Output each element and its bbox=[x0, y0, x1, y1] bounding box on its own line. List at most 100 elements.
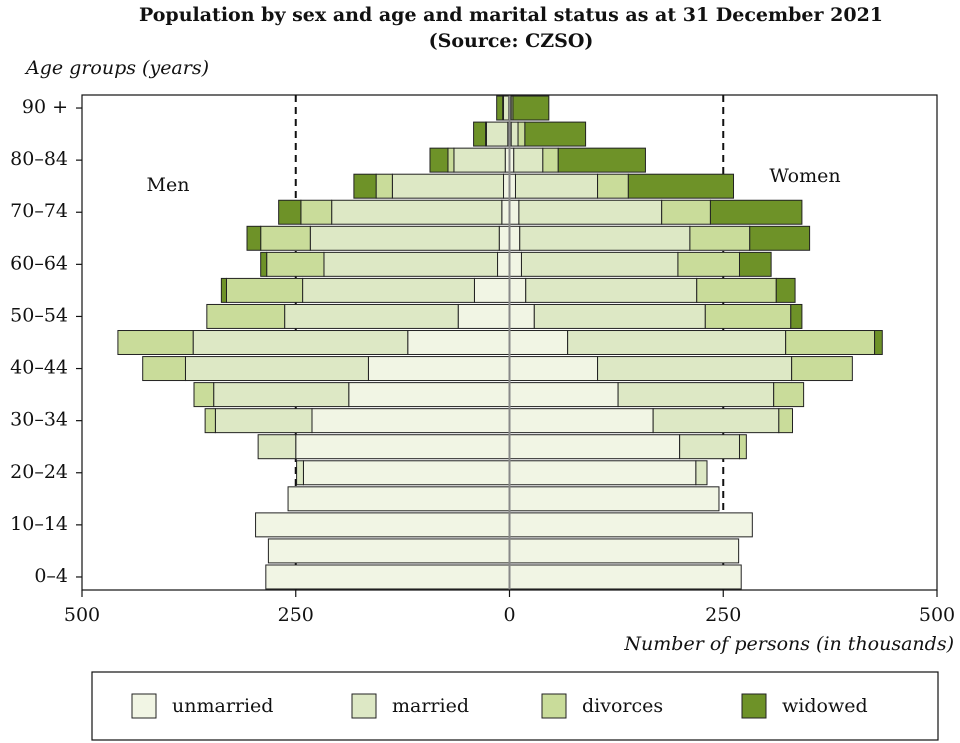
bar-segment bbox=[790, 303, 803, 329]
bar-segment bbox=[695, 460, 708, 486]
bar-segment bbox=[225, 277, 304, 303]
bar-segment bbox=[519, 225, 691, 251]
bar-segment bbox=[348, 382, 511, 408]
bar-segment bbox=[749, 225, 811, 251]
bar-segment bbox=[213, 382, 350, 408]
bar-segment bbox=[689, 225, 751, 251]
bar-segment bbox=[520, 251, 679, 277]
bar-segment bbox=[738, 434, 747, 460]
bar-segment bbox=[509, 564, 742, 590]
y-tick-label: 50–54 bbox=[10, 304, 68, 326]
bar-segment bbox=[738, 251, 772, 277]
bar-segment bbox=[206, 303, 286, 329]
legend-label: widowed bbox=[782, 695, 868, 717]
bar-segment bbox=[597, 356, 793, 382]
bar-segment bbox=[457, 303, 511, 329]
bar-segment bbox=[204, 408, 216, 434]
legend-swatch bbox=[351, 693, 377, 719]
bar-segment bbox=[296, 460, 304, 486]
bar-segment bbox=[704, 303, 792, 329]
bar-segment bbox=[874, 330, 883, 355]
bar-segment bbox=[661, 199, 711, 225]
bar-segment bbox=[509, 486, 720, 512]
bar-segment bbox=[509, 538, 740, 564]
men-label: Men bbox=[147, 174, 190, 196]
bar-segment bbox=[524, 121, 587, 147]
bar-segment bbox=[773, 382, 805, 408]
women-label: Women bbox=[769, 165, 840, 187]
legend-swatch bbox=[541, 693, 567, 719]
bar-segment bbox=[509, 408, 654, 434]
bar-segment bbox=[453, 147, 506, 173]
legend-swatch bbox=[131, 693, 157, 719]
bar-segment bbox=[509, 251, 522, 277]
bar-segment bbox=[265, 564, 511, 590]
y-tick-label: 0–4 bbox=[34, 565, 68, 587]
bar-segment bbox=[617, 382, 775, 408]
bar-segment bbox=[509, 434, 681, 460]
bar-segment bbox=[485, 121, 509, 147]
bar-segment bbox=[266, 251, 325, 277]
bar-segment bbox=[597, 173, 629, 199]
bar-segment bbox=[300, 199, 333, 225]
y-tick-label: 80–84 bbox=[10, 148, 68, 170]
x-tick-label: 500 bbox=[64, 604, 100, 626]
bar-segment bbox=[778, 408, 794, 434]
bar-segment bbox=[775, 277, 796, 303]
x-tick-label: 250 bbox=[278, 604, 314, 626]
bar-segment bbox=[473, 121, 487, 147]
bar-segment bbox=[295, 434, 510, 460]
legend-label: divorces bbox=[582, 695, 663, 717]
bar-segment bbox=[302, 277, 475, 303]
bar-segment bbox=[509, 225, 521, 251]
bar-segment bbox=[533, 303, 706, 329]
bar-segment bbox=[260, 225, 311, 251]
bar-segment bbox=[302, 460, 510, 486]
bar-segment bbox=[353, 173, 377, 199]
bar-segment bbox=[542, 147, 559, 173]
bar-segment bbox=[512, 95, 550, 121]
bar-segment bbox=[510, 121, 519, 147]
y-tick-label: 60–64 bbox=[10, 252, 68, 274]
bar-segment bbox=[193, 382, 215, 408]
bar-segment bbox=[503, 95, 510, 121]
y-tick-label: 70–74 bbox=[10, 200, 68, 222]
bar-segment bbox=[498, 225, 510, 251]
bar-segment bbox=[525, 277, 698, 303]
bar-segment bbox=[497, 251, 510, 277]
bar-segment bbox=[260, 251, 268, 277]
bar-segment bbox=[257, 434, 297, 460]
bar-segment bbox=[709, 199, 803, 225]
bar-segment bbox=[509, 330, 569, 355]
bar-segment bbox=[496, 95, 504, 121]
bar-segment bbox=[557, 147, 646, 173]
bar-segment bbox=[220, 277, 227, 303]
bar-segment bbox=[652, 408, 780, 434]
legend-swatch bbox=[741, 693, 767, 719]
bar-segment bbox=[429, 147, 449, 173]
bar-segment bbox=[278, 199, 302, 225]
bar-segment bbox=[117, 330, 194, 355]
y-tick-label: 40–44 bbox=[10, 357, 68, 379]
bar-segment bbox=[331, 199, 503, 225]
bar-segment bbox=[517, 121, 526, 147]
bar-segment bbox=[142, 356, 186, 382]
y-tick-label: 20–24 bbox=[10, 461, 68, 483]
bar-segment bbox=[509, 460, 697, 486]
y-axis-label: Age groups (years) bbox=[24, 57, 209, 79]
bar-segment bbox=[785, 330, 876, 355]
legend-label: unmarried bbox=[172, 695, 273, 717]
x-tick-label: 0 bbox=[503, 604, 515, 626]
bar-segment bbox=[184, 356, 369, 382]
bar-segment bbox=[214, 408, 313, 434]
bar-segment bbox=[509, 303, 535, 329]
bar-segment bbox=[791, 356, 853, 382]
bar-segment bbox=[309, 225, 500, 251]
y-tick-label: 30–34 bbox=[10, 409, 68, 431]
bar-segment bbox=[246, 225, 262, 251]
bar-segment bbox=[375, 173, 393, 199]
y-tick-label: 90 + bbox=[22, 96, 68, 118]
legend-box bbox=[91, 671, 939, 741]
bar-segment bbox=[513, 147, 544, 173]
